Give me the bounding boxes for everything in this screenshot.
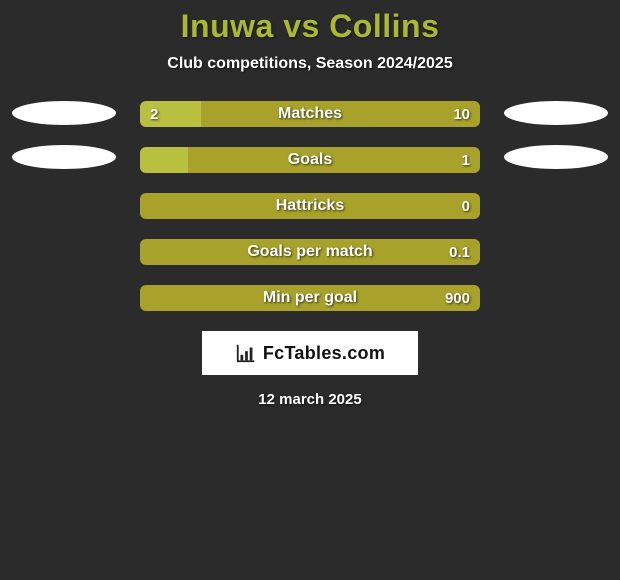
stat-value-right: 0 <box>452 193 480 219</box>
player-right-column <box>496 101 616 311</box>
stat-bar: Goals1 <box>140 147 480 173</box>
title-player-right: Collins <box>329 8 439 44</box>
stat-bar: Hattricks0 <box>140 193 480 219</box>
stat-value-right: 0.1 <box>439 239 480 265</box>
stat-bar: Goals per match0.1 <box>140 239 480 265</box>
stat-label: Min per goal <box>140 285 480 311</box>
bars-column: 2Matches10 Goals1 Hattricks0 Goals per matc… <box>140 101 480 311</box>
stat-label: Goals <box>140 147 480 173</box>
player-left-column <box>4 101 124 311</box>
stat-label: Hattricks <box>140 193 480 219</box>
title-vs: vs <box>283 8 320 44</box>
page-title: Inuwa vs Collins <box>0 0 620 45</box>
chart-icon <box>235 342 257 364</box>
stat-value-right: 10 <box>443 101 480 127</box>
subtitle: Club competitions, Season 2024/2025 <box>0 55 620 73</box>
branding-text: FcTables.com <box>263 343 385 364</box>
avatar-left <box>12 101 116 125</box>
stat-label: Goals per match <box>140 239 480 265</box>
stat-value-right: 1 <box>452 147 480 173</box>
avatar-right-secondary <box>504 145 608 169</box>
title-player-left: Inuwa <box>181 8 274 44</box>
stat-value-right: 900 <box>435 285 480 311</box>
stat-label: Matches <box>140 101 480 127</box>
stat-bar: Min per goal900 <box>140 285 480 311</box>
branding-box: FcTables.com <box>202 331 418 375</box>
stat-bar: 2Matches10 <box>140 101 480 127</box>
comparison-infographic: Inuwa vs Collins Club competitions, Seas… <box>0 0 620 580</box>
avatar-right <box>504 101 608 125</box>
comparison-area: 2Matches10 Goals1 Hattricks0 Goals per matc… <box>0 101 620 311</box>
date-label: 12 march 2025 <box>0 391 620 408</box>
avatar-left-secondary <box>12 145 116 169</box>
